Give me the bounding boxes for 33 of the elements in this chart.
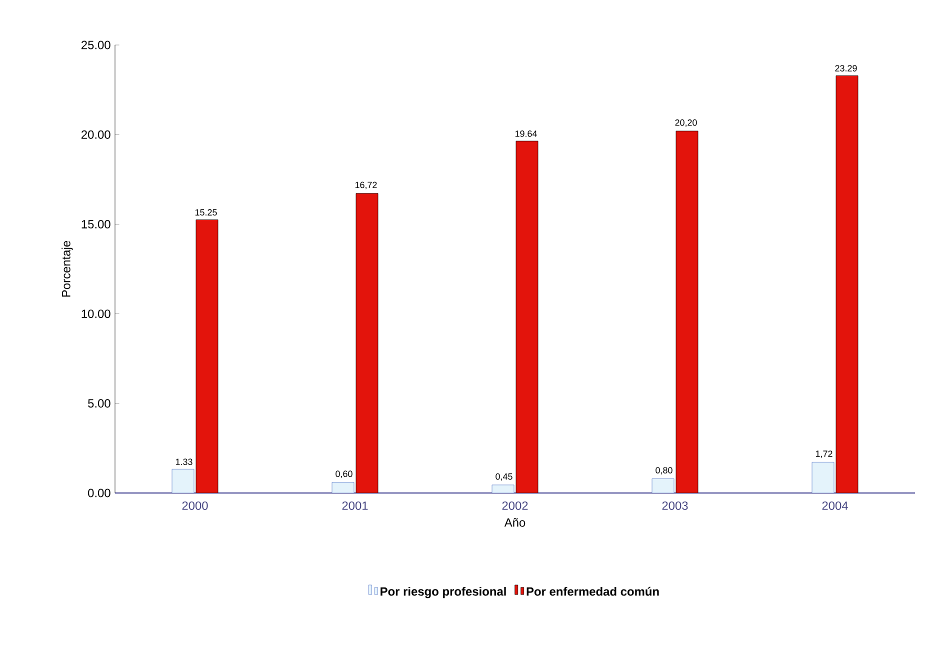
bar [196,220,218,493]
y-tick-label: 5.00 [88,399,110,408]
legend-label: Por enfermedad común [526,586,659,596]
data-label: 20,20 [675,119,697,127]
y-tick-label: 25.00 [81,40,110,50]
data-label: 15.25 [195,209,217,216]
y-tick-label: 15.00 [82,220,110,228]
bar [812,462,834,493]
bar [516,140,538,493]
y-tick-label: 20.00 [81,130,110,139]
x-tick-label: 2000 [182,501,208,510]
x-tick-label: 2004 [822,501,848,510]
y-tick-label: 10.00 [82,310,110,318]
bar [652,478,674,493]
y-tick-label: 0.00 [88,488,110,498]
data-label: 23.29 [835,65,857,72]
data-label: 19.64 [515,130,537,137]
bar [676,130,698,493]
x-tick-label: 2003 [662,501,688,510]
data-label: 0,60 [336,470,352,478]
x-axis-title: Año [504,518,526,527]
data-label: 0,45 [496,473,512,481]
bar [172,468,194,493]
data-label: 1,72 [816,450,832,458]
y-axis-title: Porcentaje [62,240,73,297]
data-label: 16,72 [355,182,377,190]
bar [836,75,858,493]
bar [356,193,378,493]
data-label: 1.33 [176,458,192,465]
data-label: 0,80 [656,467,672,474]
legend-label: Por riesgo profesional [380,586,506,598]
x-tick-label: 2002 [502,501,528,510]
x-tick-label: 2001 [342,501,368,510]
